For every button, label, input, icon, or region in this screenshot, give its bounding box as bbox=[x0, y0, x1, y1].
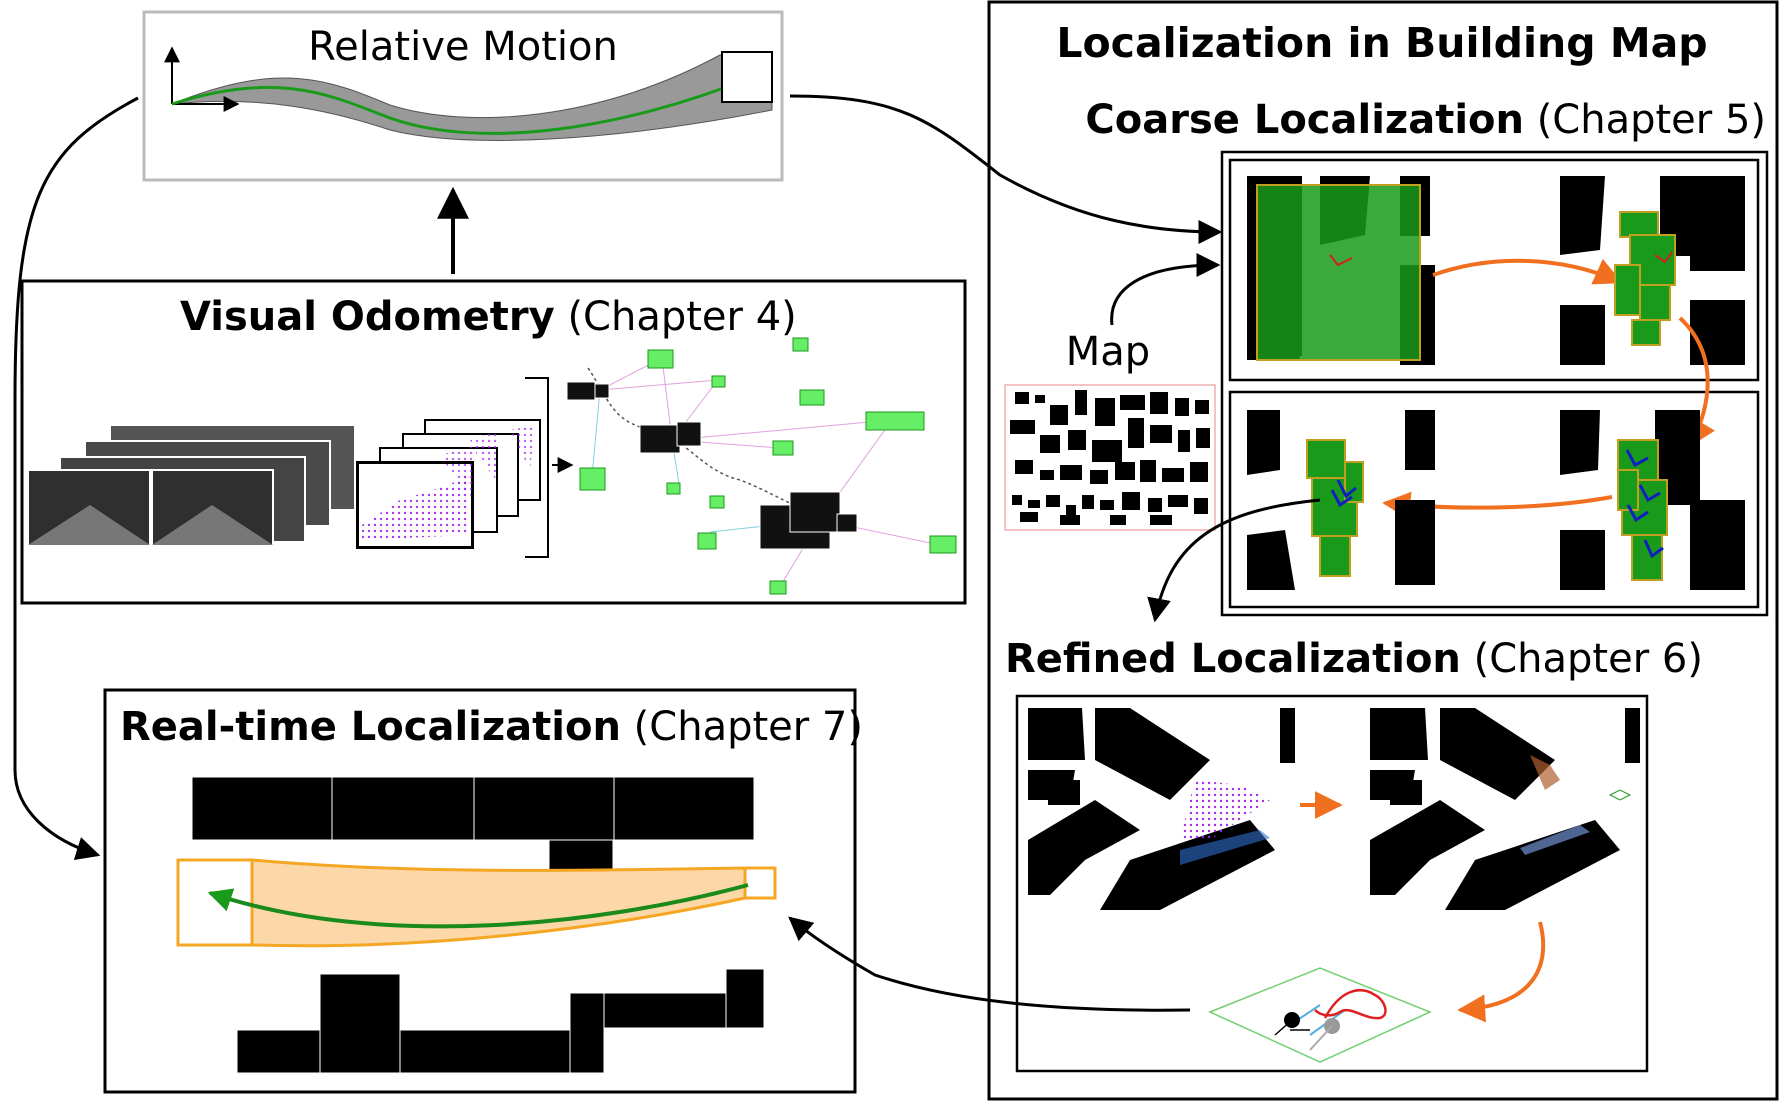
svg-text:Visual Odometry (Chapter 4): Visual Odometry (Chapter 4) bbox=[180, 294, 797, 340]
svg-text:Real-time Localization (Chapte: Real-time Localization (Chapter 7) bbox=[120, 704, 863, 750]
relative-motion-panel: Relative Motion bbox=[142, 10, 784, 182]
arrow-map-to-coarse bbox=[1110, 253, 1221, 326]
coarse-chapter: (Chapter 5) bbox=[1524, 97, 1766, 143]
realtime-title: Real-time Localization bbox=[120, 704, 621, 750]
final-pose-box bbox=[721, 51, 773, 103]
svg-text:Refined Localization (Chapter: Refined Localization (Chapter 6) bbox=[1005, 636, 1703, 682]
vo-chapter: (Chapter 4) bbox=[555, 294, 797, 340]
coarse-step1 bbox=[1247, 176, 1435, 365]
svg-text:Coarse Localization (Chapter 5: Coarse Localization (Chapter 5) bbox=[1085, 97, 1766, 143]
refined-step1 bbox=[1028, 708, 1295, 910]
map-image bbox=[1004, 384, 1216, 531]
motion-trajectory-line bbox=[171, 75, 752, 135]
vo-title: Visual Odometry bbox=[180, 294, 555, 340]
relative-motion-title: Relative Motion bbox=[308, 24, 618, 70]
coarse-step2 bbox=[1560, 176, 1745, 365]
refined-chapter: (Chapter 6) bbox=[1461, 636, 1703, 682]
building-map-panel: Localization in Building Map Coarse Loca… bbox=[987, 0, 1779, 1101]
building-map-title: Localization in Building Map bbox=[1056, 19, 1707, 67]
realtime-localization-panel: Real-time Localization (Chapter 7) bbox=[103, 688, 863, 1094]
realtime-end-box bbox=[743, 866, 777, 900]
refined-step2 bbox=[1370, 708, 1640, 910]
refined-step3 bbox=[1208, 967, 1432, 1063]
coarse-title: Coarse Localization bbox=[1085, 97, 1524, 143]
coarse-arrow-1 bbox=[1432, 258, 1623, 285]
arrow-refined-to-realtime bbox=[788, 916, 1191, 1012]
origin-axes-icon bbox=[164, 46, 240, 112]
realtime-buildings bbox=[191, 776, 765, 1074]
coarse-step4 bbox=[1247, 410, 1435, 590]
camera-image-stack bbox=[27, 424, 356, 546]
coarse-step3 bbox=[1560, 410, 1745, 590]
visual-odometry-panel: Visual Odometry (Chapter 4) bbox=[20, 279, 967, 605]
arrow-motion-to-coarse bbox=[789, 94, 1223, 244]
stack-bracket bbox=[525, 377, 549, 558]
pointcloud-stack bbox=[356, 419, 541, 549]
refined-arrow-2 bbox=[1457, 921, 1546, 1023]
map-label: Map bbox=[1066, 329, 1150, 375]
arrow-coarse-to-refined bbox=[1147, 498, 1321, 623]
realtime-trajectory-line bbox=[207, 883, 749, 929]
pose-graph bbox=[566, 337, 957, 595]
refined-title: Refined Localization bbox=[1005, 636, 1461, 682]
realtime-chapter: (Chapter 7) bbox=[621, 704, 863, 750]
arrow-motion-to-realtime bbox=[13, 96, 139, 861]
